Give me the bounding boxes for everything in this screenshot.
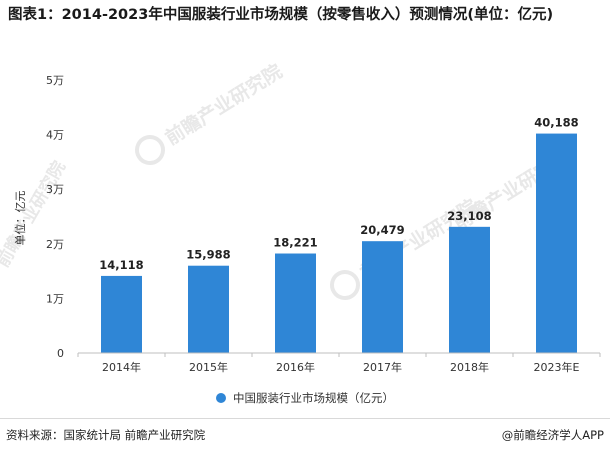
y-tick-label: 1万 <box>46 292 64 305</box>
x-tick-label: 2016年 <box>276 360 315 374</box>
x-tick-label: 2014年 <box>102 360 141 374</box>
bar-data-label: 14,118 <box>99 258 143 272</box>
watermark-text: 前瞻产业研究院 <box>0 157 70 271</box>
y-tick-label: 0 <box>57 347 64 360</box>
y-tick-label: 3万 <box>46 183 64 196</box>
legend: 中国服装行业市场规模（亿元） <box>0 390 610 406</box>
legend-label: 中国服装行业市场规模（亿元） <box>233 391 394 405</box>
y-axis-label: 单位：亿元 <box>13 191 27 246</box>
x-tick-label: 2015年 <box>189 360 228 374</box>
y-tick-label: 5万 <box>46 74 64 87</box>
bar-data-label: 15,988 <box>186 248 230 262</box>
bar <box>101 275 142 353</box>
bars: 14,118 15,988 18,221 20,479 23,108 40,188 <box>99 116 579 353</box>
legend-marker <box>216 393 226 403</box>
watermark-text: 前瞻产业研究院 <box>161 60 286 150</box>
x-axis-ticks: 2014年 2015年 2016年 2017年 2018年 2023年E <box>77 353 601 374</box>
credit-note: @前瞻经济学人APP <box>501 428 604 442</box>
bar <box>536 133 577 353</box>
bar <box>188 265 229 353</box>
bar <box>449 226 490 353</box>
y-tick-label: 4万 <box>46 129 64 142</box>
source-note: 资料来源：国家统计局 前瞻产业研究院 <box>6 428 206 442</box>
bar <box>362 241 403 353</box>
bar <box>275 253 316 353</box>
y-tick-label: 2万 <box>46 238 64 251</box>
x-tick-label: 2018年 <box>450 360 489 374</box>
divider <box>0 418 610 419</box>
watermark-logo-icon <box>330 270 360 300</box>
bar-data-label: 40,188 <box>534 116 578 130</box>
y-axis-ticks: 0 1万 2万 3万 4万 5万 <box>46 74 64 360</box>
bar-data-label: 23,108 <box>447 209 491 223</box>
x-tick-label: 2017年 <box>363 360 402 374</box>
bar-data-label: 18,221 <box>273 236 317 250</box>
x-tick-label: 2023年E <box>534 360 580 374</box>
chart-title: 图表1：2014-2023年中国服装行业市场规模（按零售收入）预测情况(单位：亿… <box>8 7 554 23</box>
watermark-logo-icon <box>135 135 165 165</box>
bar-data-label: 20,479 <box>360 223 404 237</box>
